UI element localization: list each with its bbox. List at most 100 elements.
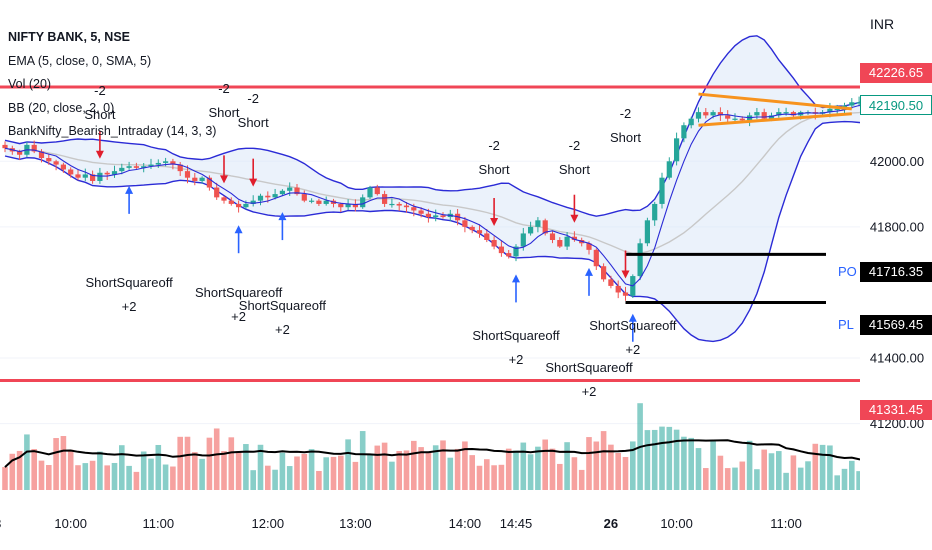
candle-body [316, 200, 322, 204]
squareoff-arrowhead [628, 313, 637, 322]
volume-bar [425, 452, 432, 490]
volume-bar [67, 449, 74, 490]
candle-body [279, 190, 285, 195]
volume-bar [338, 455, 344, 490]
pattern-upper-line [698, 92, 852, 111]
candle-body [433, 215, 439, 218]
volume-bar [776, 451, 782, 490]
pattern-lower-line [698, 112, 852, 127]
candle-body [484, 233, 490, 240]
candle-body [46, 158, 52, 162]
candle-body [491, 240, 497, 247]
candle-body [469, 226, 475, 231]
volume-bar [192, 452, 198, 490]
volume-bar [104, 465, 110, 490]
volume-bar [695, 448, 702, 490]
candle-body [659, 177, 665, 204]
squareoff-signal-value: +2 [231, 309, 246, 324]
candle-body [323, 200, 329, 204]
candle-body [184, 171, 191, 178]
candle-body [141, 166, 147, 168]
volume-bar [228, 437, 235, 490]
volume-bar [97, 451, 103, 490]
volume-bar [53, 438, 59, 490]
volume-bar [739, 461, 746, 490]
volume-bar [746, 440, 753, 490]
candle-body [265, 195, 271, 198]
legend-volume[interactable]: Vol (20) [8, 77, 52, 91]
volume-bar [688, 437, 694, 490]
squareoff-arrowhead [125, 185, 134, 194]
volume-bar [111, 462, 118, 490]
volume-bar [257, 444, 264, 490]
candle-body [476, 230, 483, 234]
candle-body [338, 203, 344, 208]
symbol-title[interactable]: NIFTY BANK, 5, NSE [8, 30, 131, 44]
candle-body [294, 187, 300, 195]
candle-body [622, 292, 629, 296]
candle-body [652, 203, 658, 221]
time-axis[interactable]: 3 10:00 11:00 12:00 13:00 14:00 14:45 26 10:00 11… [0, 500, 932, 550]
volume-bar [250, 470, 256, 490]
candle-body [528, 226, 534, 234]
short-signal-value: -2 [569, 138, 581, 153]
candle-body [97, 172, 103, 181]
legend-bollinger[interactable]: BB (20, close, 2, 0) [8, 100, 115, 115]
candle-body [535, 220, 541, 227]
candle-body [396, 203, 402, 206]
volume-bar [768, 453, 775, 490]
volume-bar [24, 434, 30, 490]
volume-bar [316, 470, 322, 490]
legend-ema[interactable]: EMA (5, close, 0, SMA, 5) [8, 53, 152, 68]
volume-bar [790, 455, 797, 490]
bollinger-band-upper [4, 35, 867, 217]
squareoff-signal-label: ShortSquareoff [545, 360, 633, 375]
volume-bar [615, 453, 621, 490]
resistance-price-tag: 42226.65 [860, 63, 932, 83]
candle-body [513, 246, 519, 257]
currency-label: INR [870, 16, 895, 32]
volume-bar [199, 458, 205, 490]
volume-bar [243, 444, 249, 490]
volume-bar [666, 426, 673, 490]
price-tick-label: 42000.00 [870, 154, 924, 169]
candle-body [681, 125, 687, 139]
candle-body [148, 164, 154, 167]
candle-body [352, 203, 358, 208]
squareoff-signal-label: ShortSquareoff [589, 318, 677, 333]
volume-bar [841, 468, 848, 490]
time-tick-label: 3 [0, 516, 1, 531]
volume-bar [527, 454, 534, 490]
volume-bar [2, 467, 8, 490]
short-signal-value: -2 [488, 138, 500, 153]
time-tick-label: 14:00 [449, 516, 482, 531]
volume-bar [476, 465, 483, 490]
volume-bar [330, 456, 337, 490]
legend-strategy[interactable]: BankNifty_Bearish_Intraday (14, 3, 3) [8, 124, 217, 138]
short-signal-label: Short [238, 115, 269, 130]
short-signal-label: Short [208, 105, 239, 120]
volume-bar [286, 466, 293, 490]
candle-body [382, 194, 388, 204]
candle-body [90, 174, 96, 181]
short-signal-value: -2 [94, 83, 106, 98]
candle-body [710, 112, 716, 116]
squareoff-arrowhead [278, 212, 287, 221]
candle-body [761, 112, 767, 119]
volume-bar [586, 437, 592, 490]
candle-body [163, 161, 169, 163]
volume-bar [681, 436, 687, 490]
support-price-tag: 41331.45 [860, 400, 932, 420]
short-signal-label: Short [84, 107, 115, 122]
candle-body [834, 108, 840, 111]
time-tick-label: 13:00 [339, 516, 372, 531]
volume-bar [498, 464, 505, 490]
short-arrowhead [621, 270, 630, 279]
volume-bar [856, 471, 862, 490]
volume-bar [593, 441, 600, 490]
volume-bar [651, 429, 658, 490]
volume-bar [403, 450, 410, 490]
candle-body [849, 102, 855, 106]
candle-body [75, 174, 81, 178]
